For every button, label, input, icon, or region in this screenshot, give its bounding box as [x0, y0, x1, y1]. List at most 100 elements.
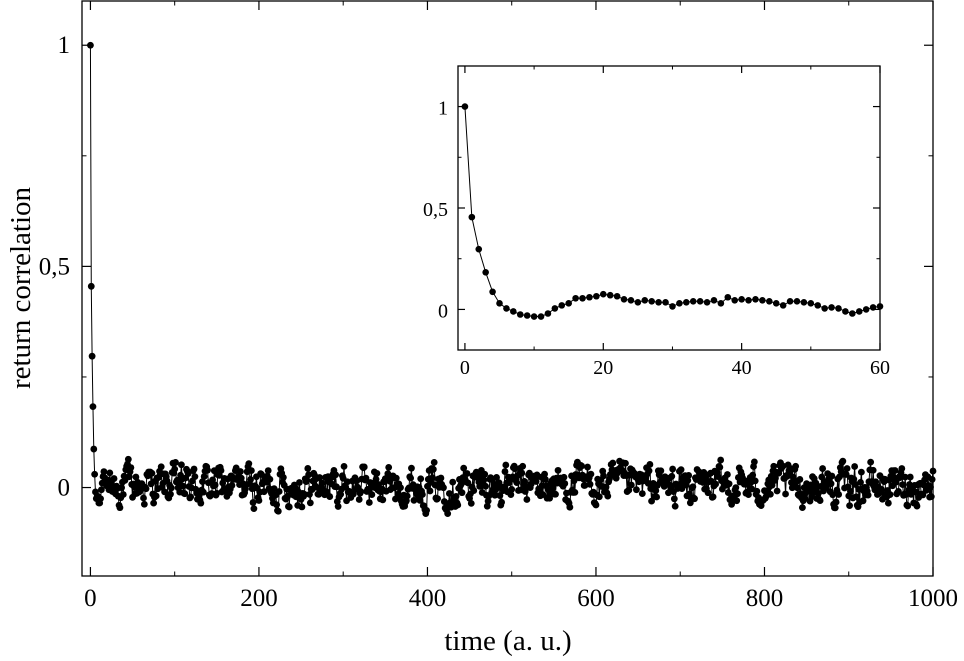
inset-data-point — [551, 305, 559, 312]
inset-data-point — [759, 297, 766, 304]
main-data-point — [502, 461, 510, 469]
inset-data-point — [676, 300, 683, 307]
inset-data-point — [606, 291, 614, 299]
main-data-point — [846, 502, 853, 510]
inset-data-point — [613, 292, 621, 300]
main-data-point — [452, 492, 460, 500]
main-data-point — [913, 502, 921, 510]
main-data-point — [274, 507, 282, 515]
main-data-point — [493, 474, 500, 481]
main-data-point — [911, 488, 919, 496]
main-xtick-label: 400 — [409, 585, 447, 612]
main-ytick-label: 0,5 — [39, 253, 70, 280]
main-data-point — [671, 502, 679, 510]
inset-data-point — [786, 298, 794, 305]
inset-data-point — [461, 103, 469, 110]
inset-data-point — [814, 302, 822, 309]
main-data-point — [199, 478, 206, 486]
main-data-point — [578, 462, 586, 470]
main-data-point — [815, 489, 822, 497]
main-data-point — [119, 491, 127, 498]
main-data-point — [467, 499, 475, 507]
main-data-point — [872, 478, 880, 486]
main-data-point — [190, 465, 198, 473]
main-ytick-label: 1 — [58, 32, 71, 59]
inset-xtick-label: 20 — [593, 357, 613, 379]
main-data-point — [677, 466, 685, 474]
main-data-point — [927, 483, 934, 491]
inset-data-point — [648, 298, 655, 305]
inset-data-point — [599, 290, 607, 298]
inset-ytick-label: 1 — [438, 98, 448, 120]
inset-data-point — [835, 305, 842, 312]
inset-data-point — [503, 305, 510, 312]
inset-data-point — [703, 299, 711, 306]
main-data-point — [161, 488, 168, 496]
inset-data-point — [634, 299, 642, 306]
main-data-point — [751, 477, 759, 485]
main-data-point — [669, 465, 677, 473]
main-data-point — [304, 465, 312, 472]
main-data-point — [106, 469, 114, 477]
main-data-point — [481, 470, 489, 478]
main-data-point — [869, 466, 877, 474]
main-data-point — [110, 475, 118, 482]
main-data-point — [187, 493, 195, 501]
main-data-point — [496, 492, 504, 499]
main-data-point — [542, 476, 549, 483]
main-data-point — [491, 491, 499, 499]
main-data-point — [570, 477, 578, 485]
main-data-point — [255, 497, 263, 504]
main-data-point — [279, 474, 287, 481]
main-data-point — [167, 484, 175, 492]
inset-data-point — [766, 298, 773, 305]
main-data-point — [148, 469, 156, 477]
inset-data-point — [558, 302, 566, 309]
main-data-point — [508, 485, 516, 493]
main-data-point — [819, 465, 827, 472]
main-data-point — [519, 462, 527, 470]
main-data-point — [549, 484, 557, 491]
inset-data-point — [669, 303, 676, 310]
main-data-point — [124, 455, 132, 463]
inset-data-point — [869, 304, 877, 311]
main-data-point — [901, 473, 909, 481]
inset-ticks: 0 20 40 60 0 0,5 1 — [423, 66, 890, 379]
main-data-point — [498, 498, 505, 506]
main-data-point — [899, 481, 907, 488]
inset-data-point — [482, 269, 489, 276]
main-data-point — [458, 489, 466, 497]
main-data-point — [799, 504, 806, 512]
main-data-point — [480, 476, 488, 484]
main-data-point — [581, 481, 589, 489]
main-data-point — [228, 482, 236, 489]
inset-data-point — [468, 213, 476, 221]
main-data-point — [829, 491, 837, 499]
main-data-point — [397, 484, 404, 492]
main-data-point — [191, 473, 199, 481]
main-data-point — [850, 475, 858, 483]
main-data-point — [417, 475, 425, 483]
inset-data-point — [793, 298, 801, 305]
main-data-point — [832, 498, 840, 506]
main-data-point — [586, 480, 594, 488]
main-data-point — [691, 495, 698, 503]
main-data-point — [344, 478, 351, 486]
main-data-point — [609, 459, 617, 467]
main-xtick-label: 1000 — [908, 585, 958, 612]
main-data-point — [766, 490, 774, 498]
main-data-point — [444, 510, 452, 518]
main-data-point — [716, 463, 724, 471]
inset-data-point — [689, 298, 697, 305]
main-data-point — [891, 467, 899, 474]
main-data-point — [852, 493, 860, 501]
main-data-point — [362, 474, 370, 482]
inset-xtick-label: 60 — [870, 357, 890, 379]
main-data-point — [712, 480, 720, 488]
main-data-point — [142, 485, 150, 493]
main-data-point — [560, 473, 568, 481]
main-data-point — [464, 479, 472, 487]
main-data-point — [332, 471, 340, 479]
main-data-point — [140, 494, 147, 502]
main-data-point — [668, 472, 676, 480]
